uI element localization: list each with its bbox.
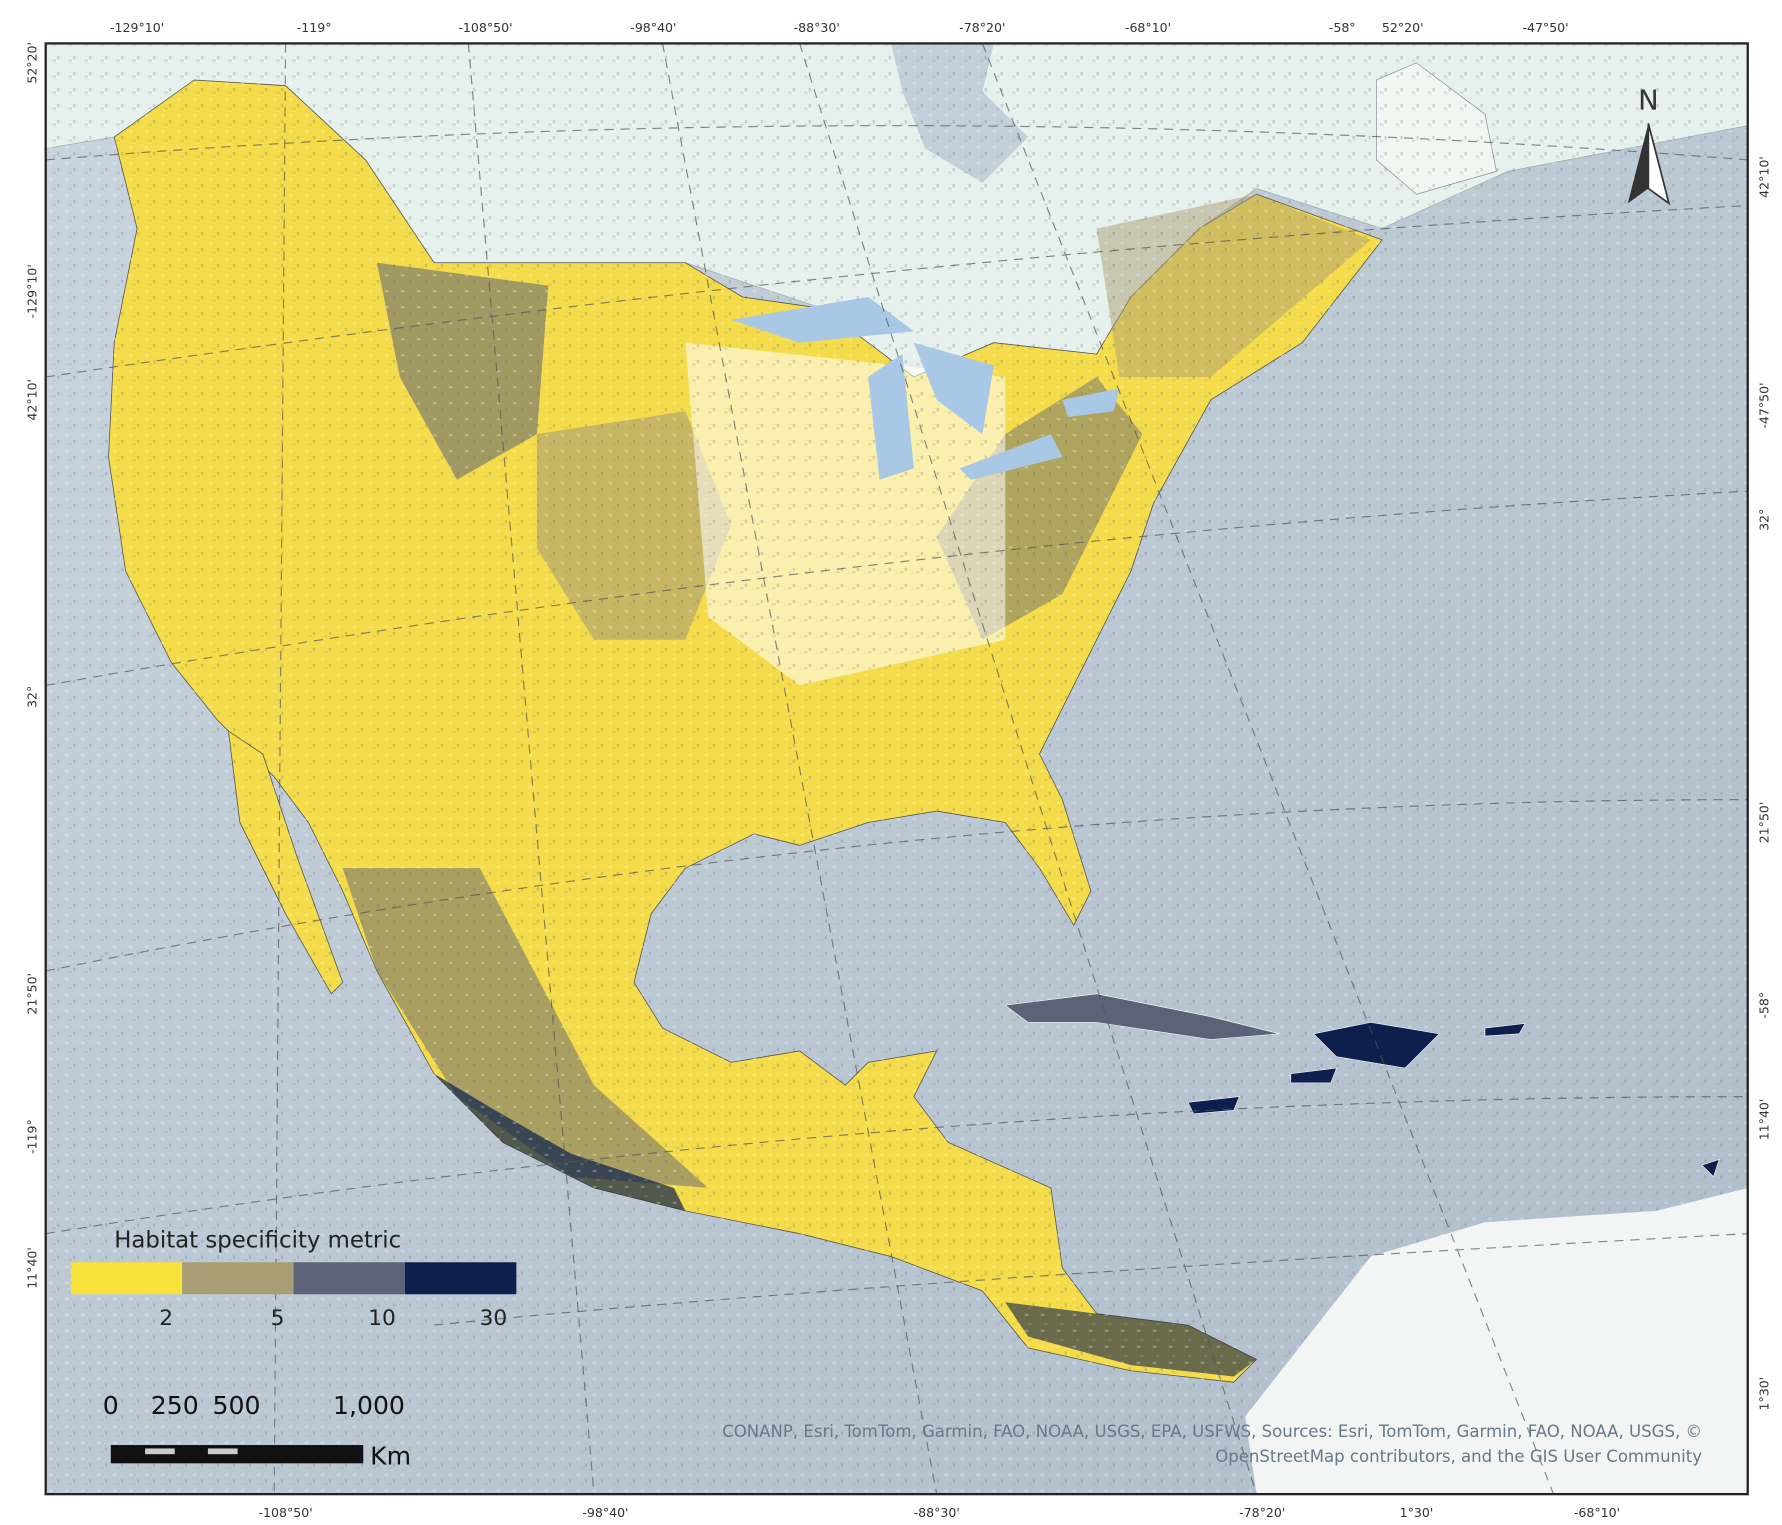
- graticule-label: 11°40': [1756, 1099, 1771, 1141]
- graticule-label: 21°50': [1756, 802, 1771, 844]
- graticule-label: -119°: [297, 20, 332, 35]
- graticule-label: 1°30': [1400, 1505, 1434, 1520]
- graticule-label: -47°50': [1522, 20, 1568, 35]
- graticule-label: -129°10': [110, 20, 164, 35]
- great-lakes: [731, 297, 1120, 480]
- graticule-label: -78°20': [1239, 1505, 1285, 1520]
- graticule: [45, 43, 1748, 1495]
- graticule-label: 21°50': [25, 973, 40, 1015]
- graticule-label: -88°30': [794, 20, 840, 35]
- graticule-label: 42°10': [25, 379, 40, 421]
- attribution: OpenStreetMap contributors, and the GIS …: [1215, 1447, 1702, 1466]
- attribution: CONANP, Esri, TomTom, Garmin, FAO, NOAA,…: [722, 1422, 1702, 1441]
- legend-label: 30: [480, 1306, 508, 1331]
- graticule-label: -98°40': [630, 20, 676, 35]
- graticule-label: 32°: [1756, 509, 1771, 531]
- legend-label: 10: [368, 1306, 396, 1331]
- graticule-label: 52°20': [1382, 20, 1424, 35]
- graticule-label: 42°10': [1756, 156, 1771, 198]
- scale-label: 500: [212, 1391, 260, 1420]
- legend-swatch: [70, 1262, 183, 1295]
- graticule-label: -108°50': [458, 20, 512, 35]
- graticule-label: 32°: [25, 686, 40, 708]
- legend-swatch: [293, 1262, 405, 1295]
- graticule-label: -68°10': [1574, 1505, 1620, 1520]
- south-america: [1245, 1188, 1748, 1495]
- north-label: N: [1638, 86, 1659, 117]
- graticule-label: -98°40': [582, 1505, 628, 1520]
- legend-swatch: [182, 1262, 294, 1295]
- graticule-label: -88°30': [914, 1505, 960, 1520]
- map-frame: [44, 42, 1749, 1496]
- graticule-label: 1°30': [1756, 1377, 1771, 1411]
- graticule-label: 11°40': [25, 1247, 40, 1289]
- graticule-label: -78°20': [959, 20, 1005, 35]
- graticule-label: -58°: [1329, 20, 1356, 35]
- graticule-label: -58°: [1756, 992, 1771, 1019]
- graticule-label: -119°: [25, 1119, 40, 1154]
- graticule-label: -108°50': [258, 1505, 312, 1520]
- scale-label: 0: [103, 1391, 119, 1420]
- scale-unit: Km: [370, 1441, 411, 1470]
- graticule-label: -68°10': [1125, 20, 1171, 35]
- legend-swatch: [404, 1262, 517, 1295]
- legend-title: Habitat specificity metric: [114, 1227, 401, 1253]
- legend-label: 5: [271, 1306, 285, 1331]
- scale-label: 250: [151, 1391, 199, 1420]
- graticule-label: -129°10': [25, 264, 40, 318]
- graticule-label: -47°50': [1756, 382, 1771, 428]
- legend-label: 2: [159, 1306, 173, 1331]
- scale-bar: [110, 1445, 364, 1464]
- graticule-label: 52°20': [25, 42, 40, 84]
- scale-label: 1,000: [333, 1391, 405, 1420]
- antilles: [1004, 993, 1720, 1178]
